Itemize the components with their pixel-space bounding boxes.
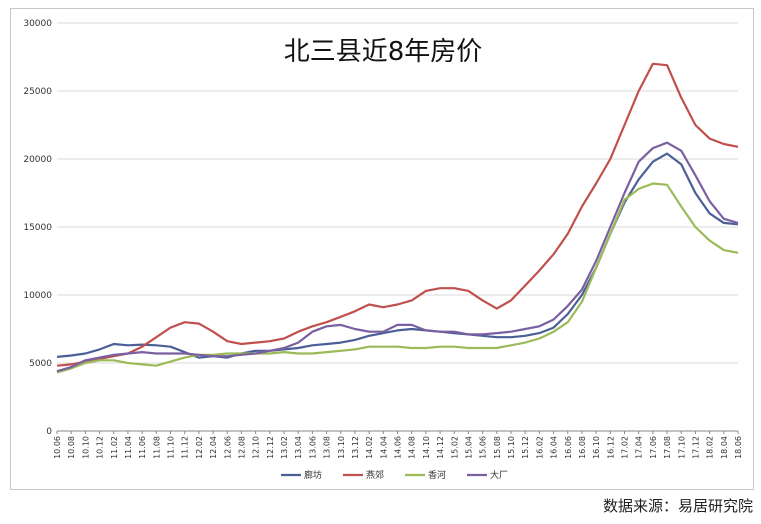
x-tick-label: 13.08 — [323, 436, 332, 459]
legend-label: 香河 — [428, 469, 446, 481]
x-tick-label: 16.12 — [606, 436, 615, 459]
x-tick-label: 16.08 — [578, 436, 587, 459]
y-tick-label: 30000 — [23, 19, 52, 29]
x-tick-label: 13.04 — [294, 436, 303, 459]
x-tick-label: 12.04 — [209, 436, 218, 459]
x-tick-label: 10.12 — [96, 436, 105, 459]
data-source: 数据来源：易居研究院 — [602, 497, 753, 515]
x-tick-label: 11.10 — [167, 436, 176, 459]
chart-frame: 0 5000 10000 15000 20000 25000 30000 10.06 10.0… — [10, 8, 754, 490]
x-tick-label: 11.08 — [152, 436, 161, 459]
x-tick-label: 17.10 — [677, 436, 686, 459]
series-line-0 — [56, 152, 739, 359]
x-tick-label: 16.04 — [550, 436, 559, 459]
series-lines — [56, 62, 739, 374]
x-tick-label: 15.10 — [507, 436, 516, 459]
x-tick-label: 15.02 — [450, 436, 459, 459]
x-tick-label: 13.10 — [337, 436, 346, 459]
legend-label: 大厂 — [490, 469, 508, 481]
x-tick-label: 18.02 — [706, 436, 715, 459]
x-axis: 10.06 10.08 10.10 10.12 11.02 11.04 11.06 11.08… — [53, 431, 743, 459]
x-tick-label: 11.12 — [181, 436, 190, 459]
x-tick-label: 17.08 — [663, 436, 672, 459]
y-tick-label: 15000 — [23, 223, 52, 233]
x-tick-label: 14.12 — [436, 436, 445, 459]
x-tick-label: 12.02 — [195, 436, 204, 459]
y-tick-label: 5000 — [29, 359, 52, 369]
x-tick-label: 15.12 — [521, 436, 530, 459]
x-tick-label: 16.06 — [564, 436, 573, 459]
y-tick-label: 10000 — [23, 291, 52, 301]
x-tick-label: 11.04 — [124, 436, 133, 459]
x-tick-label: 13.06 — [308, 436, 317, 459]
legend-label: 廊坊 — [304, 469, 322, 481]
x-tick-label: 12.08 — [237, 436, 246, 459]
x-tick-label: 15.04 — [464, 436, 473, 459]
series-line-3 — [56, 141, 739, 373]
series-line-1 — [56, 62, 739, 367]
x-tick-label: 16.02 — [535, 436, 544, 459]
y-tick-label: 20000 — [23, 155, 52, 165]
x-tick-label: 10.08 — [67, 436, 76, 459]
x-tick-label: 18.04 — [720, 436, 729, 459]
y-tick-label: 0 — [46, 427, 52, 437]
y-tick-label: 25000 — [23, 87, 52, 97]
x-tick-label: 11.02 — [110, 436, 119, 459]
x-tick-label: 10.10 — [81, 436, 90, 459]
x-tick-label: 14.06 — [394, 436, 403, 459]
x-tick-label: 13.02 — [280, 436, 289, 459]
x-tick-label: 17.04 — [635, 436, 644, 459]
x-tick-label: 16.10 — [592, 436, 601, 459]
x-tick-label: 12.06 — [223, 436, 232, 459]
x-tick-label: 17.02 — [621, 436, 630, 459]
legend-label: 燕郊 — [366, 469, 384, 481]
x-tick-label: 17.06 — [649, 436, 658, 459]
y-axis: 0 5000 10000 15000 20000 25000 30000 — [23, 19, 52, 437]
x-tick-label: 15.06 — [479, 436, 488, 459]
x-tick-label: 14.02 — [365, 436, 374, 459]
x-tick-label: 18.06 — [734, 436, 743, 459]
x-tick-label: 15.08 — [493, 436, 502, 459]
gridlines — [57, 22, 738, 432]
legend: 廊坊 燕郊 香河 大厂 — [281, 469, 508, 481]
x-tick-label: 12.12 — [266, 436, 275, 459]
x-tick-label: 10.06 — [53, 436, 62, 459]
x-tick-label: 14.08 — [408, 436, 417, 459]
x-tick-label: 11.06 — [138, 436, 147, 459]
x-tick-label: 14.04 — [379, 436, 388, 459]
x-tick-label: 12.10 — [252, 436, 261, 459]
x-tick-label: 14.10 — [422, 436, 431, 459]
chart-title: 北三县近8年房价 — [283, 37, 483, 67]
x-tick-label: 17.12 — [691, 436, 700, 459]
x-tick-label: 13.12 — [351, 436, 360, 459]
series-line-2 — [56, 182, 739, 374]
